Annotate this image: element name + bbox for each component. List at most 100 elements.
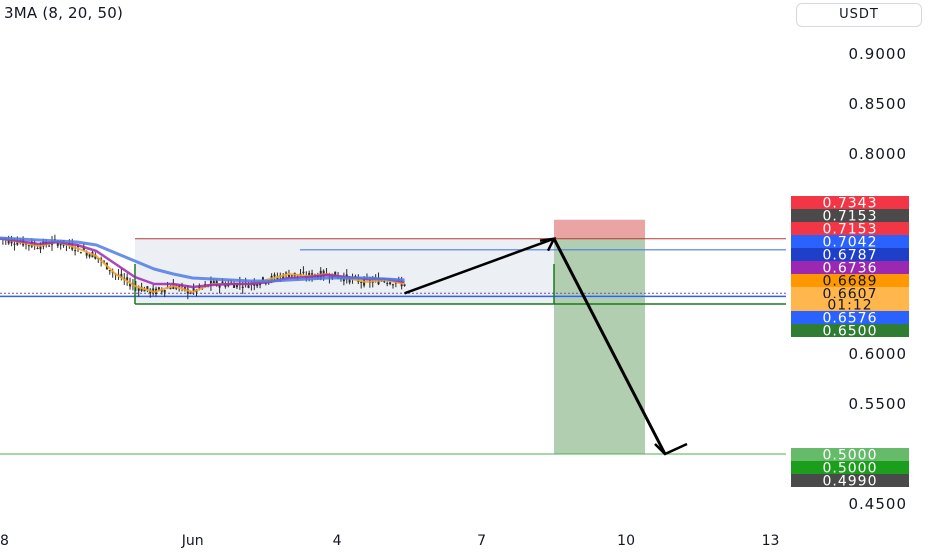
price-label-text: 0.7042 xyxy=(823,235,878,251)
price-label-bg xyxy=(791,274,909,287)
price-label-tag: 0.6689 xyxy=(791,274,909,290)
price-label-text: 0.5000 xyxy=(823,461,878,477)
candle-body xyxy=(391,284,394,286)
price-label-bg xyxy=(791,311,909,324)
candle-body xyxy=(39,246,42,250)
candle-body xyxy=(233,284,236,288)
price-label-text: 01:12 xyxy=(827,298,872,314)
price-label-bg xyxy=(791,461,909,474)
candle-body xyxy=(348,276,351,283)
candle-body xyxy=(157,287,160,290)
price-label-text: 0.6689 xyxy=(823,274,878,290)
stop-loss-zone xyxy=(554,219,645,239)
price-tick-label: 0.4500 xyxy=(849,495,908,513)
projection-down-line xyxy=(552,238,667,455)
time-tick-label: 10 xyxy=(617,533,635,549)
candle-body xyxy=(160,289,163,292)
price-labels: 0.73430.71530.71530.70420.67870.67360.66… xyxy=(791,196,909,490)
take-profit-zone xyxy=(554,238,645,454)
candle-body xyxy=(129,283,132,287)
candle-body xyxy=(212,281,215,285)
time-tick-label: 13 xyxy=(762,533,780,549)
price-label-bg xyxy=(791,248,909,261)
price-label-bg xyxy=(791,287,909,300)
price-label-tag: 0.6787 xyxy=(791,248,909,264)
price-label-text: 0.6500 xyxy=(823,324,878,340)
price-label-text: 0.5000 xyxy=(823,448,878,464)
price-label-text: 0.6576 xyxy=(823,311,878,327)
candle-body xyxy=(209,281,212,286)
price-label-bg xyxy=(791,209,909,222)
candle-body xyxy=(276,277,279,279)
price-label-text: 0.6787 xyxy=(823,248,878,264)
ma-slow-line xyxy=(0,236,405,283)
candle-body xyxy=(256,284,259,287)
price-label-tag: 0.4990 xyxy=(791,474,909,490)
price-tick-label: 0.9000 xyxy=(849,45,908,63)
candle-body xyxy=(273,274,276,277)
currency-button[interactable]: USDT xyxy=(796,3,922,27)
range-box xyxy=(135,238,554,304)
candle-body xyxy=(79,252,82,254)
candle-body xyxy=(94,254,97,259)
price-label-bg xyxy=(791,298,909,311)
price-label-tag: 0.6576 xyxy=(791,311,909,327)
candle-body xyxy=(88,254,91,257)
price-label-tag: 0.6736 xyxy=(791,261,909,277)
time-tick-label: 28 xyxy=(0,533,9,549)
candle-body xyxy=(334,271,337,278)
candle-body xyxy=(16,242,19,245)
candle-body xyxy=(360,281,363,284)
moving-averages xyxy=(0,236,405,293)
horizontal-levels xyxy=(0,238,786,455)
candle-body xyxy=(13,243,16,245)
time-axis: 28 Jun 4 7 10 13 xyxy=(0,533,779,549)
candle-body xyxy=(7,238,10,244)
candle-body xyxy=(85,252,88,256)
price-label-bg xyxy=(791,261,909,274)
candle-body xyxy=(82,248,85,251)
time-tick-label: 4 xyxy=(333,533,342,549)
candle-body xyxy=(120,273,123,278)
ma-mid-line xyxy=(0,237,405,289)
price-label-bg xyxy=(791,222,909,235)
price-label-tag: 01:12 xyxy=(791,298,909,314)
price-label-tag: 0.7343 xyxy=(791,196,909,212)
candle-body xyxy=(403,284,406,287)
indicator-legend[interactable]: 3MA (8, 20, 50) xyxy=(4,4,124,22)
price-tick-label: 0.8000 xyxy=(849,145,908,163)
candle-body xyxy=(221,281,224,284)
price-label-tag: 0.5000 xyxy=(791,461,909,477)
price-label-bg xyxy=(791,196,909,209)
candle-body xyxy=(59,243,62,246)
price-label-bg xyxy=(791,235,909,248)
price-label-tag: 0.7153 xyxy=(791,209,909,225)
arrow-head-down xyxy=(654,442,688,456)
candle-body xyxy=(108,270,111,272)
price-label-text: 0.7153 xyxy=(823,222,878,238)
candle-body xyxy=(302,271,305,274)
candle-body xyxy=(48,245,51,247)
candle-body xyxy=(74,250,77,252)
projection-up-line xyxy=(404,237,555,295)
time-tick-label: 7 xyxy=(477,533,486,549)
candle-body xyxy=(27,245,30,247)
candle-body xyxy=(189,292,192,294)
price-label-tag: 0.6500 xyxy=(791,324,909,340)
candle-body xyxy=(386,283,389,285)
candle-body xyxy=(383,281,386,283)
candle-body xyxy=(308,272,311,277)
candle-body xyxy=(146,286,149,290)
price-tick-label: 0.5500 xyxy=(849,395,908,413)
arrow-head-up xyxy=(539,237,557,252)
candle-body xyxy=(389,282,392,285)
time-tick-label: Jun xyxy=(181,533,204,549)
candle-body xyxy=(137,288,140,291)
price-axis: 0.9000 0.8500 0.8000 0.6000 0.5500 0.4500 xyxy=(849,45,908,513)
price-label-text: 0.4990 xyxy=(823,474,878,490)
candle-body xyxy=(247,285,250,288)
candle-body xyxy=(56,241,59,246)
price-tick-label: 0.8500 xyxy=(849,95,908,113)
